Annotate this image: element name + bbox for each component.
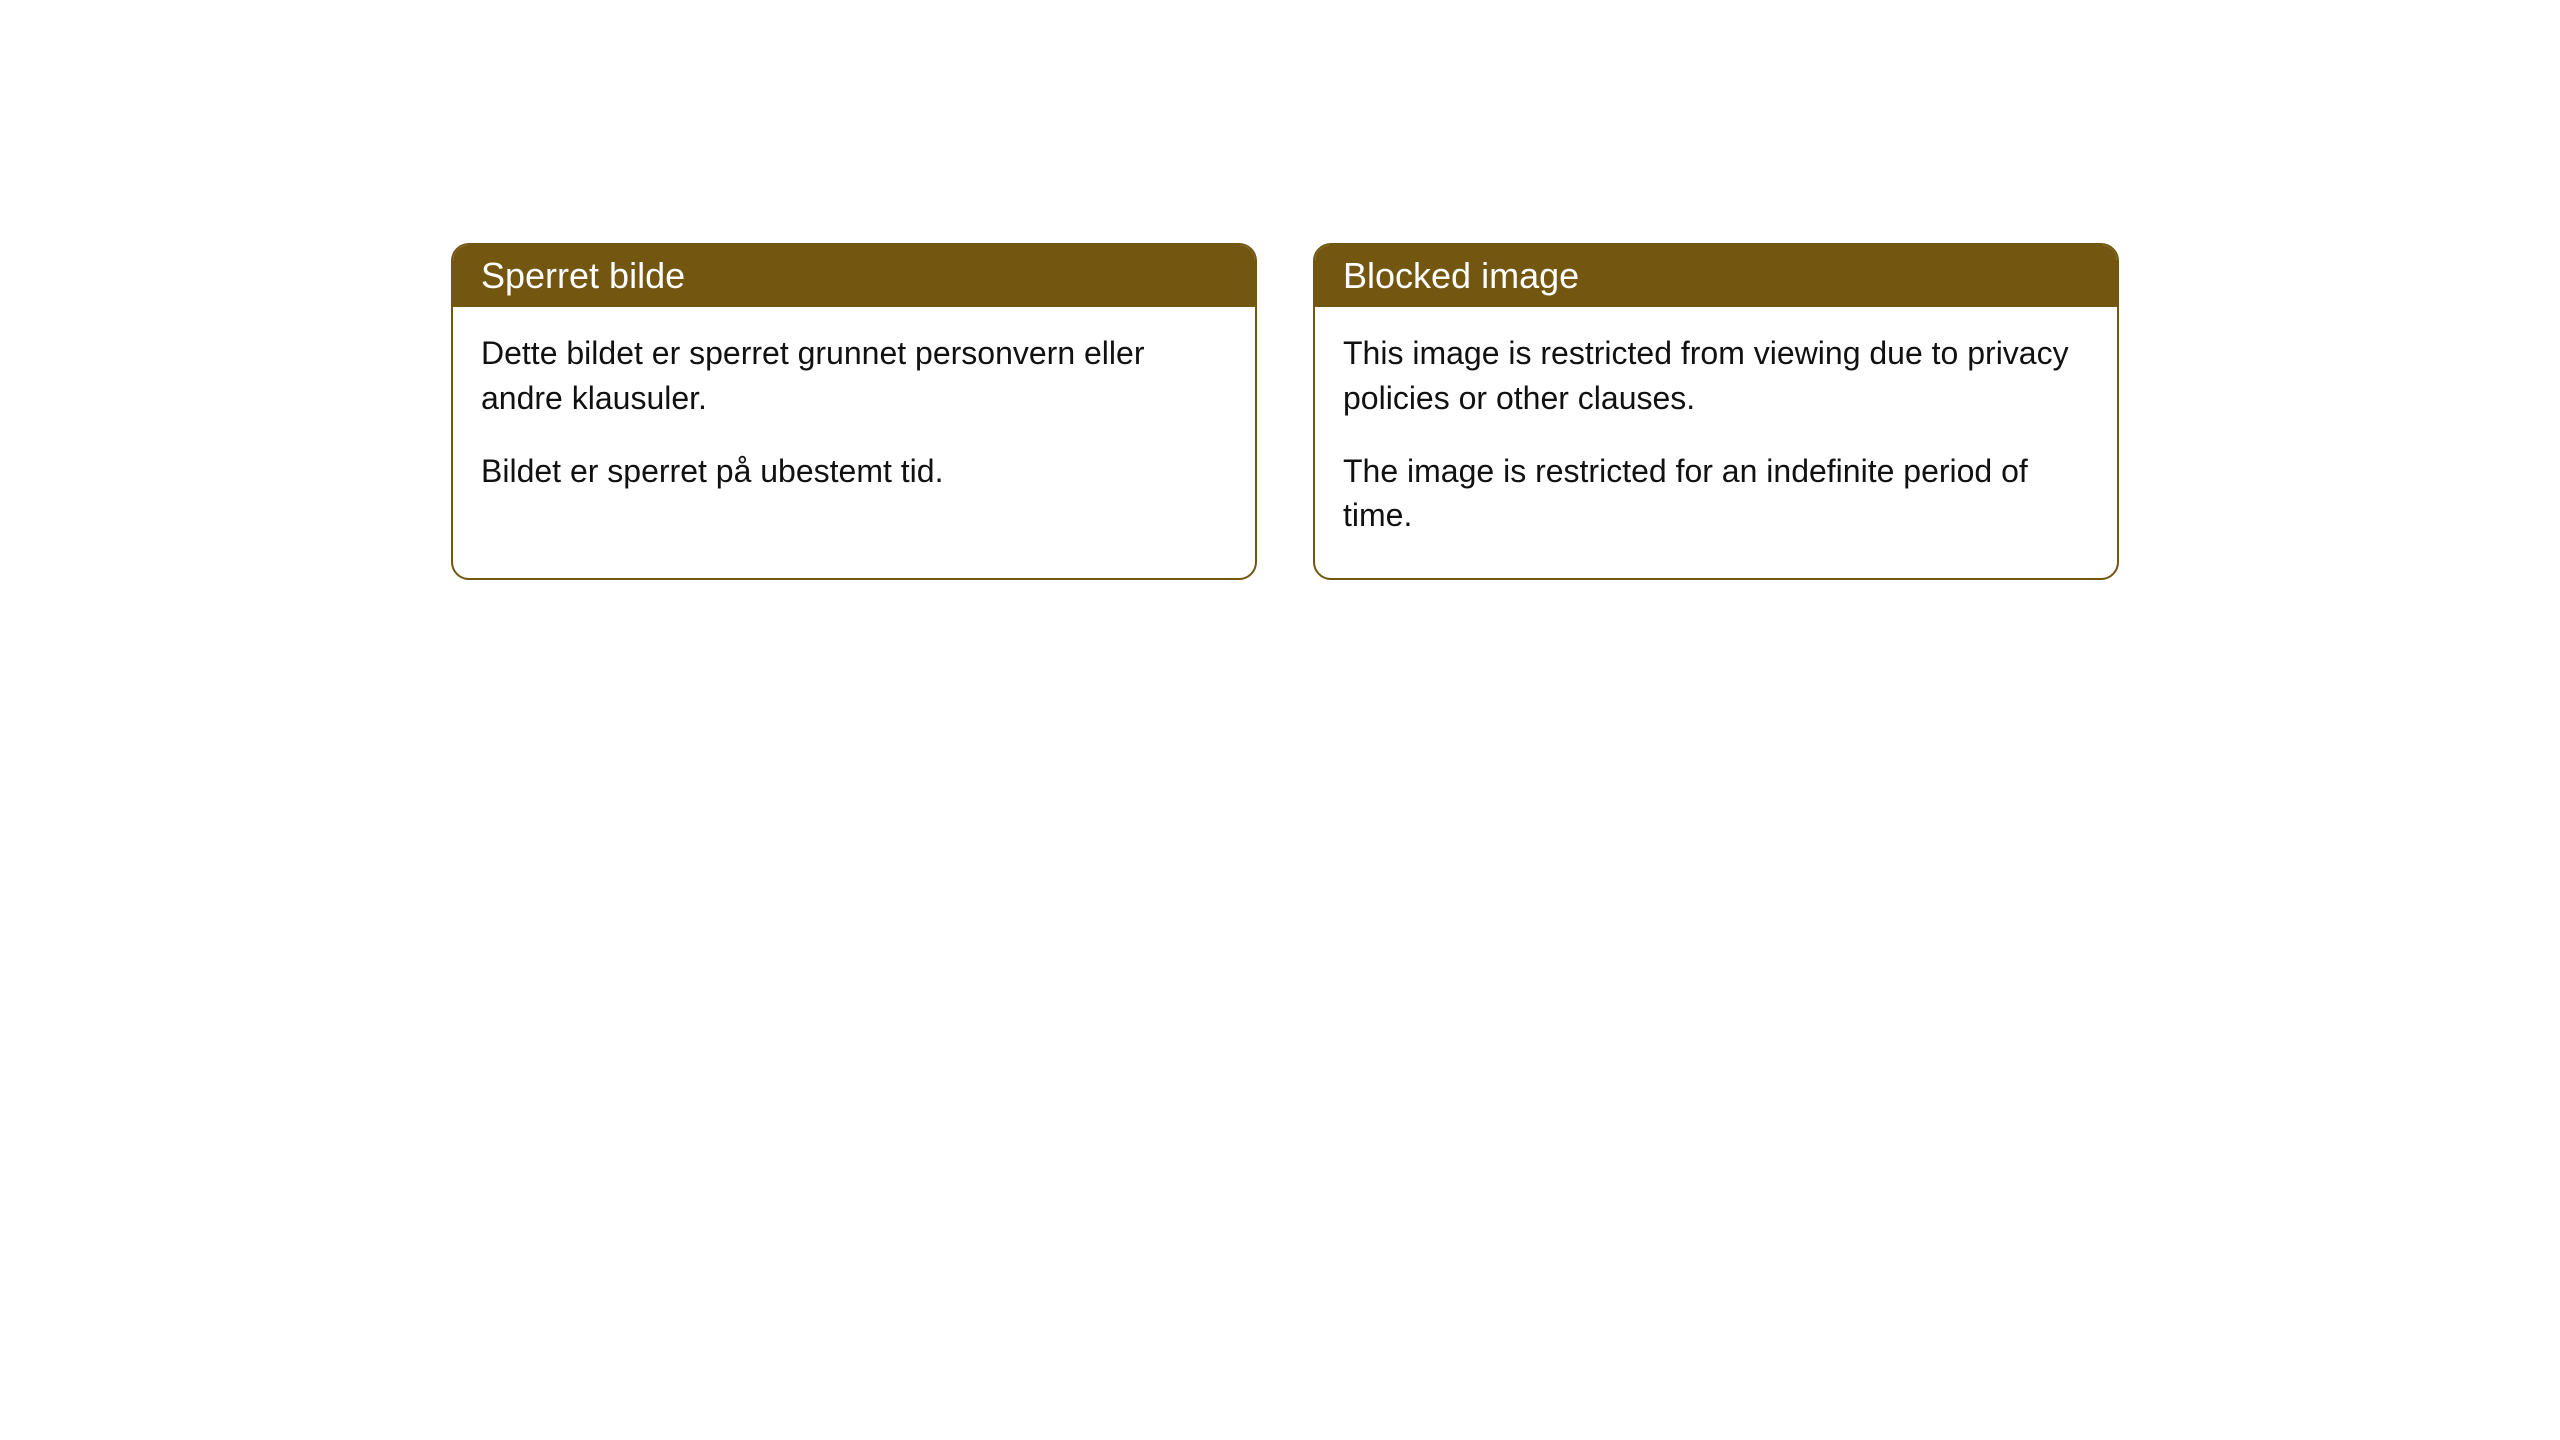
card-title: Sperret bilde [481,255,685,296]
card-paragraph-2: The image is restricted for an indefinit… [1343,449,2089,539]
card-header: Sperret bilde [453,245,1255,307]
card-paragraph-2: Bildet er sperret på ubestemt tid. [481,449,1227,494]
card-body: This image is restricted from viewing du… [1315,307,2117,578]
blocked-image-card-english: Blocked image This image is restricted f… [1313,243,2119,580]
card-body: Dette bildet er sperret grunnet personve… [453,307,1255,533]
card-header: Blocked image [1315,245,2117,307]
card-paragraph-1: Dette bildet er sperret grunnet personve… [481,331,1227,421]
card-paragraph-1: This image is restricted from viewing du… [1343,331,2089,421]
blocked-image-card-norwegian: Sperret bilde Dette bildet er sperret gr… [451,243,1257,580]
cards-container: Sperret bilde Dette bildet er sperret gr… [0,0,2560,580]
card-title: Blocked image [1343,255,1579,296]
